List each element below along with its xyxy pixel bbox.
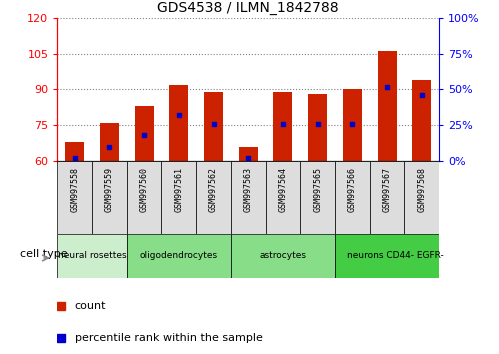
Bar xyxy=(231,161,265,234)
Bar xyxy=(343,89,362,161)
Text: GSM997560: GSM997560 xyxy=(140,167,149,212)
Text: GSM997562: GSM997562 xyxy=(209,167,218,212)
Title: GDS4538 / ILMN_1842788: GDS4538 / ILMN_1842788 xyxy=(158,1,339,15)
Bar xyxy=(370,161,404,234)
Bar xyxy=(273,92,292,161)
Bar xyxy=(412,80,431,161)
Bar xyxy=(204,92,223,161)
Bar xyxy=(335,161,370,234)
Text: GSM997559: GSM997559 xyxy=(105,167,114,212)
Bar xyxy=(239,147,258,161)
Bar xyxy=(300,161,335,234)
Text: cell type: cell type xyxy=(20,249,68,258)
Bar xyxy=(127,234,231,278)
Text: oligodendrocytes: oligodendrocytes xyxy=(140,251,218,260)
Text: GSM997558: GSM997558 xyxy=(70,167,79,212)
Bar xyxy=(404,161,439,234)
Bar xyxy=(231,234,335,278)
Bar xyxy=(308,94,327,161)
Bar xyxy=(135,106,154,161)
Bar xyxy=(100,123,119,161)
Bar xyxy=(169,85,189,161)
Bar xyxy=(65,142,84,161)
Bar xyxy=(57,234,127,278)
Text: GSM997567: GSM997567 xyxy=(383,167,392,212)
Text: GSM997568: GSM997568 xyxy=(417,167,426,212)
Text: count: count xyxy=(74,301,106,311)
Bar xyxy=(265,161,300,234)
Bar xyxy=(92,161,127,234)
Bar xyxy=(162,161,196,234)
Bar xyxy=(57,161,92,234)
Text: percentile rank within the sample: percentile rank within the sample xyxy=(74,333,262,343)
Text: GSM997561: GSM997561 xyxy=(174,167,183,212)
Bar xyxy=(335,234,457,278)
Text: GSM997566: GSM997566 xyxy=(348,167,357,212)
Bar xyxy=(378,51,397,161)
Bar xyxy=(196,161,231,234)
Text: GSM997563: GSM997563 xyxy=(244,167,253,212)
Bar xyxy=(127,161,162,234)
Text: neurons CD44- EGFR-: neurons CD44- EGFR- xyxy=(347,251,444,260)
Text: GSM997564: GSM997564 xyxy=(278,167,287,212)
Text: neural rosettes: neural rosettes xyxy=(58,251,126,260)
Text: astrocytes: astrocytes xyxy=(259,251,306,260)
Text: GSM997565: GSM997565 xyxy=(313,167,322,212)
